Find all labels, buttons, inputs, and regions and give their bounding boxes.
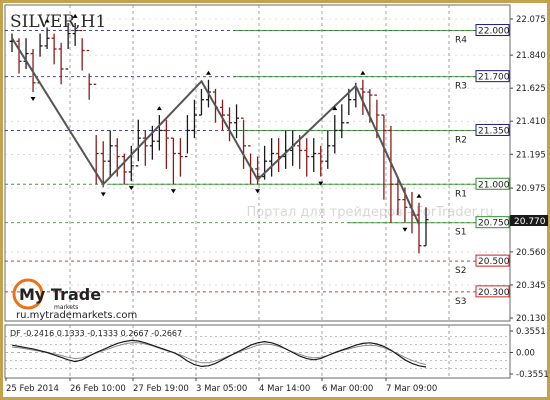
current-price-label: 20.770 <box>514 217 546 227</box>
fractal-up-marker <box>205 70 211 75</box>
level-value-box-r3 <box>475 70 510 83</box>
watermark-layer: Портал для трейдеров - ForTrader.ru <box>246 205 493 220</box>
zigzag-line <box>11 37 420 225</box>
indicator-plot-area <box>4 324 511 379</box>
indicator-signal-line <box>11 342 427 366</box>
fractal-layer <box>30 13 422 232</box>
zigzag-layer <box>11 37 420 225</box>
indicator-label: DF -0.2416 0.1333 -0.1333 0.2667 -0.2667 <box>10 329 182 338</box>
level-value-label-r1: 21.000 <box>478 180 510 190</box>
mytrade-logo: My Trade markets ru.mytrademarkets.com <box>12 278 137 321</box>
grid-layer <box>5 5 510 378</box>
level-name-s1: S1 <box>455 228 466 238</box>
price-tick-label: 20.975 <box>516 184 546 194</box>
level-name-r4: R4 <box>455 36 467 46</box>
watermark: Портал для трейдеров - ForTrader.ru <box>246 205 493 220</box>
level-value-label-s2: 20.500 <box>478 257 510 267</box>
level-value-label-r2: 21.350 <box>478 126 510 136</box>
price-tick-label: 21.625 <box>516 84 546 94</box>
logo-ring <box>12 278 44 310</box>
price-tick-label: 21.840 <box>516 51 546 61</box>
level-value-box-r2 <box>475 123 510 136</box>
logo-url: ru.mytrademarkets.com <box>16 310 137 321</box>
time-tick-label: 3 Mar 05:00 <box>196 384 247 394</box>
indicator-main-line <box>11 339 427 368</box>
time-axis: 25 Feb 2014 26 Feb 10:00 27 Feb 19:00 3 Mar… <box>5 378 437 394</box>
fractal-up-marker <box>416 193 422 198</box>
level-name-r1: R1 <box>455 189 467 199</box>
level-value-box-r1 <box>475 177 510 190</box>
price-tick-label: 21.195 <box>516 150 546 160</box>
indicator-tick-label: 0.3551 <box>516 327 546 337</box>
level-value-box-s2 <box>475 254 510 267</box>
time-tick-label: 27 Feb 19:00 <box>133 384 189 394</box>
logo-name: My Trade <box>19 285 101 304</box>
level-value-label-r3: 21.700 <box>478 73 510 83</box>
fractal-up-marker <box>44 18 50 23</box>
price-tick-label: 20.560 <box>516 248 546 258</box>
level-name-s3: S3 <box>455 297 466 307</box>
price-axis: 22.075 21.840 21.625 21.410 21.195 20.975 20.5… <box>510 15 546 324</box>
level-value-label-r4: 22.000 <box>478 27 510 37</box>
indicator-layer: 0.3551 0.00 -0.3551 <box>5 327 549 380</box>
level-value-box-s1 <box>475 216 510 229</box>
fractal-down-marker <box>30 97 36 102</box>
fractal-up-marker <box>156 106 162 111</box>
price-tick-label: 20.130 <box>516 314 546 324</box>
level-name-r2: R2 <box>455 135 467 145</box>
current-price-marker: 20.770 <box>510 215 548 227</box>
price-tick-label: 21.410 <box>516 117 546 127</box>
time-tick-label: 4 Mar 14:00 <box>259 384 310 394</box>
fractal-up-marker <box>332 106 338 111</box>
fractal-down-marker <box>255 189 261 194</box>
indicator-tick-label: 0.00 <box>516 349 535 359</box>
current-price-box <box>510 215 548 226</box>
time-tick-label: 25 Feb 2014 <box>6 384 59 394</box>
level-value-label-s1: 20.750 <box>478 219 510 229</box>
price-tick-label: 22.075 <box>516 15 546 25</box>
chart-title: SILVER,H1 <box>10 12 106 32</box>
fractal-up-marker <box>360 70 366 75</box>
price-tick-label: 20.345 <box>516 281 546 291</box>
level-name-r3: R3 <box>455 82 467 92</box>
fractal-down-marker <box>402 227 408 232</box>
fractal-down-marker <box>318 181 324 186</box>
level-value-box-r4 <box>475 24 510 37</box>
level-value-box-s3 <box>475 285 510 298</box>
time-tick-label: 6 Mar 00:00 <box>322 384 373 394</box>
fractal-down-marker <box>128 186 134 191</box>
fractal-down-marker <box>170 189 176 194</box>
indicator-tick-label: -0.3551 <box>516 370 549 380</box>
time-tick-label: 26 Feb 10:00 <box>70 384 126 394</box>
logo-subtitle: markets <box>54 304 78 311</box>
fractal-up-marker <box>72 13 78 18</box>
fractal-down-marker <box>100 192 106 197</box>
level-name-s2: S2 <box>455 266 466 276</box>
time-tick-label: 7 Mar 09:00 <box>386 384 437 394</box>
level-value-label-s3: 20.300 <box>478 288 510 298</box>
